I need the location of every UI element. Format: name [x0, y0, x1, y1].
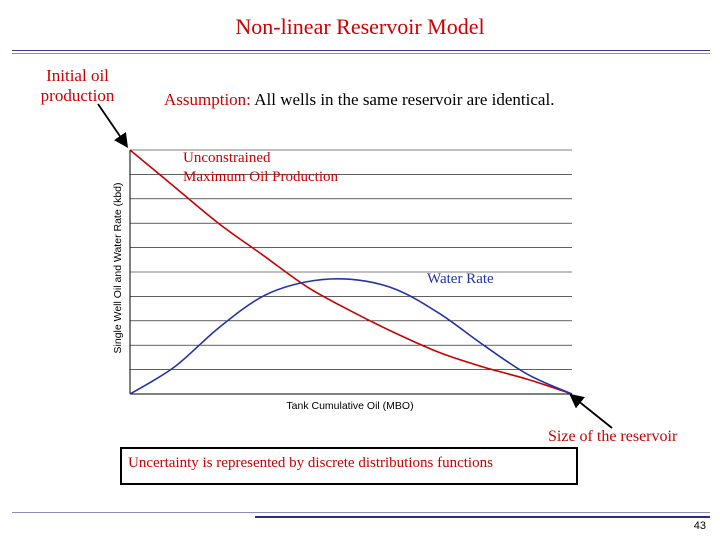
- series-line-water-rate: [129, 277, 573, 395]
- footer-divider-accent: [255, 516, 710, 518]
- initial-production-arrow: [97, 103, 129, 148]
- title-divider: [12, 50, 710, 51]
- slide-title: Non-linear Reservoir Model: [235, 14, 485, 39]
- title-divider-secondary: [12, 53, 710, 54]
- uncertainty-text: Uncertainty is represented by discrete d…: [128, 455, 493, 471]
- assumption-text: All wells in the same reservoir are iden…: [254, 90, 555, 109]
- chart-grid: [130, 149, 572, 370]
- uncertainty-callout: Uncertainty is represented by discrete d…: [120, 447, 578, 485]
- annotation-unconstrained: Unconstrained: [183, 150, 271, 166]
- y-axis-label: Single Well Oil and Water Rate (kbd): [112, 183, 124, 354]
- series-line-oil-production: [129, 149, 573, 395]
- footer-divider: [12, 512, 710, 513]
- assumption-statement: Assumption: All wells in the same reserv…: [164, 90, 554, 110]
- initial-oil-production-label: Initial oil production: [40, 66, 115, 105]
- annotation-water-rate: Water Rate: [427, 271, 494, 287]
- assumption-keyword: Assumption:: [164, 90, 251, 109]
- reservoir-size-label: Size of the reservoir: [548, 428, 678, 445]
- reservoir-size-arrow: [569, 393, 613, 429]
- x-axis-label: Tank Cumulative Oil (MBO): [286, 400, 413, 412]
- page-number: 43: [693, 520, 706, 532]
- annotation-max-oil-production: Maximum Oil Production: [183, 169, 338, 185]
